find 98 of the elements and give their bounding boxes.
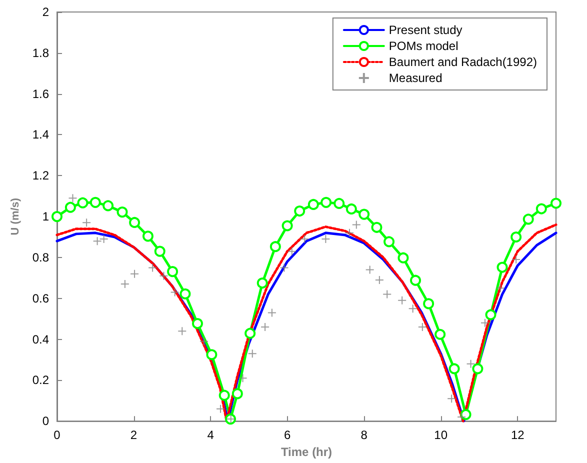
point (90, 196, 101, 208)
x-tick-label: 4 (207, 428, 214, 442)
point (180, 288, 191, 300)
point (206, 349, 218, 360)
y-tick-label: 0 (42, 414, 50, 428)
point (260, 322, 270, 332)
point (447, 394, 456, 404)
point (248, 349, 257, 358)
point (238, 374, 248, 383)
point (371, 222, 382, 233)
y-tick-label: 0.2 (32, 373, 50, 388)
point (142, 230, 154, 242)
point (232, 388, 243, 400)
point (129, 216, 140, 228)
y-tick-label: 1.8 (32, 46, 50, 60)
point (52, 211, 62, 222)
x-tick-label: 6 (284, 428, 291, 442)
point (99, 234, 108, 244)
point (457, 412, 466, 422)
point (510, 232, 522, 242)
point (178, 326, 187, 336)
x-axis-title: Time (hr) (280, 445, 332, 459)
point (460, 409, 472, 420)
point (346, 203, 357, 214)
point (384, 236, 395, 248)
x-tick-label: 8 (360, 428, 368, 442)
point (218, 390, 230, 401)
point (496, 284, 505, 293)
legend-label: Baumert and Radach(1992) (388, 55, 538, 69)
y-tick-label: 2 (42, 5, 50, 19)
y-tick-label: 1.6 (32, 86, 50, 101)
point (485, 309, 496, 320)
point (365, 265, 374, 274)
point (192, 318, 203, 330)
point (536, 203, 547, 214)
point (287, 246, 296, 256)
point (398, 296, 407, 305)
x-tick-label: 2 (130, 428, 138, 442)
point (244, 328, 256, 339)
point (282, 220, 293, 232)
point (512, 255, 521, 264)
legend-label: POMs model (388, 39, 458, 53)
point (256, 278, 268, 289)
point (116, 206, 128, 218)
y-tick-label: 0.6 (32, 291, 50, 306)
point (352, 220, 361, 230)
legend-label: Measured (388, 71, 442, 85)
point (320, 196, 332, 208)
point (308, 198, 319, 210)
point (280, 263, 289, 272)
point (167, 266, 178, 278)
y-tick-label: 1 (42, 210, 50, 224)
x-tick-label: 12 (510, 428, 525, 442)
y-tick-label: 0.8 (32, 250, 50, 264)
point (154, 246, 166, 257)
point (374, 275, 384, 284)
point (64, 202, 76, 213)
x-tick-label: 10 (434, 428, 448, 442)
point (120, 280, 130, 289)
point (382, 290, 392, 299)
point (216, 404, 226, 414)
point (398, 252, 409, 264)
y-tick-label: 1.2 (32, 168, 50, 183)
point (294, 206, 306, 217)
point (159, 271, 168, 280)
point (480, 318, 490, 328)
point (448, 363, 460, 374)
point (200, 336, 209, 346)
point (466, 359, 476, 368)
point (522, 214, 534, 225)
point (82, 218, 92, 228)
y-axis-title: U (m/s) (10, 198, 22, 236)
y-tick-label: 1.4 (32, 128, 50, 142)
legend-label: Present study (388, 23, 462, 37)
point (321, 234, 330, 244)
point (300, 234, 310, 244)
point (334, 198, 345, 209)
point (472, 363, 484, 374)
point (267, 308, 276, 318)
point (92, 236, 102, 246)
point (358, 208, 370, 220)
point (270, 241, 281, 252)
point (550, 198, 562, 209)
point (77, 197, 88, 208)
point (102, 200, 114, 212)
point (434, 328, 446, 340)
point (170, 288, 180, 297)
y-tick-label: 0.4 (32, 332, 50, 346)
point (344, 228, 354, 238)
point (423, 298, 434, 310)
point (410, 274, 422, 286)
x-tick-label: 0 (54, 428, 61, 442)
point (408, 304, 418, 314)
point (496, 262, 508, 273)
point (148, 263, 158, 272)
point (418, 322, 427, 332)
point (130, 269, 140, 278)
point (68, 194, 78, 203)
